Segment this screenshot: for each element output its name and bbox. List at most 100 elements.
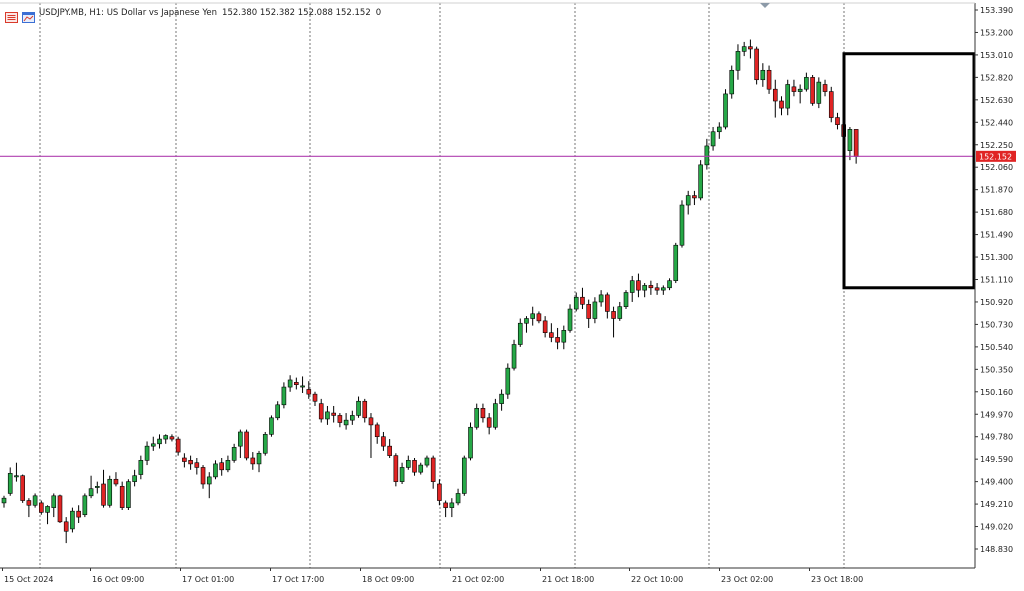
- candle: [256, 450, 262, 473]
- x-tick-label: 23 Oct 18:00: [811, 575, 863, 584]
- y-tick-label: 151.870: [980, 186, 1013, 195]
- candle: [611, 306, 616, 338]
- bear-candle-body: [63, 521, 69, 532]
- bull-candle-body: [405, 460, 411, 468]
- candle: [430, 455, 436, 489]
- x-tick-label: 15 Oct 2024: [4, 575, 53, 584]
- bull-candle-body: [70, 510, 75, 530]
- y-tick-label: 149.020: [980, 523, 1013, 532]
- candle: [480, 403, 486, 423]
- candle: [157, 434, 162, 449]
- candle: [206, 472, 212, 499]
- candle: [194, 457, 200, 475]
- bear-candle-body: [312, 393, 318, 402]
- bull-candle-body: [716, 126, 722, 133]
- bear-candle-body: [443, 502, 448, 508]
- bull-candle-body: [455, 493, 461, 504]
- price-badge-text: 152.152: [979, 152, 1012, 161]
- bear-candle-body: [113, 478, 119, 485]
- y-tick-label: 151.110: [980, 276, 1013, 285]
- x-tick-label: 16 Oct 09:00: [92, 575, 144, 584]
- y-tick-label: 153.200: [980, 28, 1013, 37]
- bull-candle-body: [356, 400, 361, 416]
- chart-window-icon[interactable]: [22, 8, 35, 23]
- volume-value: 0: [375, 8, 382, 18]
- candle: [331, 405, 336, 423]
- bull-candle-body: [461, 457, 467, 494]
- candle: [461, 455, 467, 496]
- candle: [524, 316, 529, 333]
- bear-candle-body: [580, 296, 585, 305]
- bull-candle-body: [449, 502, 455, 508]
- candle: [163, 434, 169, 444]
- candle: [810, 75, 815, 106]
- candle: [300, 376, 305, 393]
- bear-candle-body: [250, 457, 256, 465]
- candle: [437, 479, 442, 506]
- y-tick-label: 152.060: [980, 163, 1013, 172]
- bear-candle-body: [555, 337, 560, 343]
- candle: [362, 398, 368, 423]
- bear-candle-body: [791, 86, 797, 92]
- bull-candle-body: [424, 457, 430, 466]
- candle: [455, 488, 461, 506]
- candle: [374, 422, 380, 444]
- bear-candle-body: [437, 483, 442, 501]
- object-list-icon[interactable]: [5, 8, 18, 23]
- candle: [231, 443, 237, 463]
- scroll-marker-icon[interactable]: [760, 3, 770, 8]
- candle: [822, 79, 828, 97]
- candle: [238, 429, 243, 458]
- bull-candle-body: [667, 280, 672, 289]
- bear-candle-body: [387, 445, 392, 456]
- bear-candle-body: [828, 91, 834, 118]
- bear-candle-body: [219, 462, 224, 471]
- bull-candle-body: [816, 81, 822, 104]
- y-tick-label: 148.830: [980, 545, 1013, 554]
- y-tick-label: 151.680: [980, 208, 1013, 217]
- candle: [281, 382, 287, 409]
- candle: [511, 339, 517, 371]
- candle: [835, 112, 840, 130]
- annotation-rectangle[interactable]: [842, 52, 976, 290]
- candle: [567, 304, 573, 333]
- axes: [0, 2, 976, 569]
- candle: [716, 122, 722, 139]
- x-tick-label: 17 Oct 01:00: [182, 575, 234, 584]
- candle: [729, 65, 735, 99]
- time-gridlines: [39, 3, 845, 568]
- candle: [760, 63, 766, 87]
- bull-candle-body: [225, 460, 231, 471]
- bull-candle-body: [710, 131, 716, 147]
- bull-candle-body: [238, 431, 243, 447]
- bull-candle-body: [704, 145, 710, 166]
- symbol-description: USDJPY.MB, H1: US Dollar vs Japanese Yen: [39, 8, 218, 18]
- candle: [555, 327, 560, 350]
- bear-candle-body: [822, 84, 828, 92]
- candle: [225, 455, 231, 473]
- bull-candle-body: [107, 478, 113, 506]
- bull-candle-body: [592, 301, 598, 319]
- bull-candle-body: [126, 481, 131, 508]
- candle: [306, 381, 312, 399]
- bull-candle-body: [474, 408, 480, 428]
- candle: [63, 517, 69, 544]
- bull-candle-body: [785, 84, 791, 109]
- candle: [542, 316, 548, 338]
- bull-candle-body: [399, 467, 405, 482]
- bear-candle-body: [536, 313, 542, 322]
- x-tick-label: 22 Oct 10:00: [631, 575, 683, 584]
- bear-candle-body: [318, 403, 324, 420]
- candle: [791, 79, 797, 97]
- y-tick-label: 152.440: [980, 118, 1013, 127]
- bull-candle-body: [144, 445, 150, 461]
- bull-candle-body: [723, 93, 728, 128]
- bull-candle-body: [418, 464, 424, 473]
- bear-candle-body: [101, 483, 106, 506]
- bear-candle-body: [362, 400, 368, 419]
- x-tick-label: 23 Oct 02:00: [721, 575, 773, 584]
- bull-candle-body: [598, 294, 604, 303]
- candle: [679, 200, 685, 248]
